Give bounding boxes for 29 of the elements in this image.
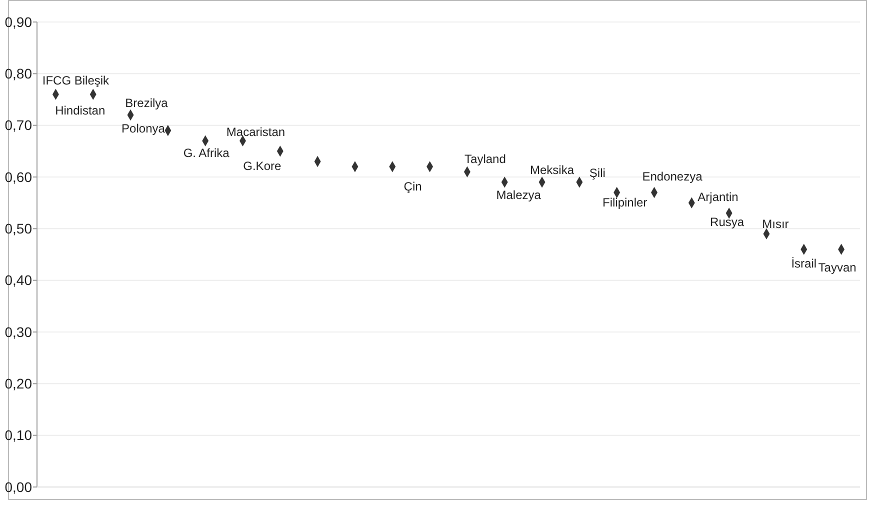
data-label: G.Kore xyxy=(243,159,282,174)
data-label: Filipinler xyxy=(602,196,648,210)
data-label: Malezya xyxy=(496,188,542,202)
y-tick-label: 0,50 xyxy=(4,220,32,237)
data-label: G. Afrika xyxy=(183,146,230,160)
data-label: Mısır xyxy=(762,216,789,231)
data-label: Hindistan xyxy=(55,103,106,118)
data-label: IFCG Bileşik xyxy=(42,73,110,88)
data-label: Arjantin xyxy=(698,190,738,204)
y-tick-label: 0,60 xyxy=(4,168,32,185)
y-tick-label: 0,10 xyxy=(4,427,32,444)
data-label: Tayvan xyxy=(818,260,856,274)
data-label: Rusya xyxy=(710,215,744,230)
data-label: Şili xyxy=(589,166,606,180)
y-tick-label: 0,70 xyxy=(4,117,32,134)
y-tick-label: 0,20 xyxy=(4,376,32,392)
y-tick-label: 0,80 xyxy=(4,66,32,82)
data-label: İsrail xyxy=(791,256,817,270)
data-label: Polonya xyxy=(122,122,166,136)
data-label: Meksika xyxy=(530,163,574,178)
y-tick-label: 0,00 xyxy=(4,478,32,495)
y-tick-label: 0,40 xyxy=(4,272,32,288)
data-label: Tayland xyxy=(464,152,506,166)
y-tick-label: 0,30 xyxy=(4,324,32,340)
data-label: Çin xyxy=(404,180,422,194)
data-label: Macaristan xyxy=(226,124,286,139)
data-label: Endonezya xyxy=(642,170,703,184)
data-label: Brezilya xyxy=(125,96,168,110)
y-tick-label: 0,90 xyxy=(4,14,32,30)
